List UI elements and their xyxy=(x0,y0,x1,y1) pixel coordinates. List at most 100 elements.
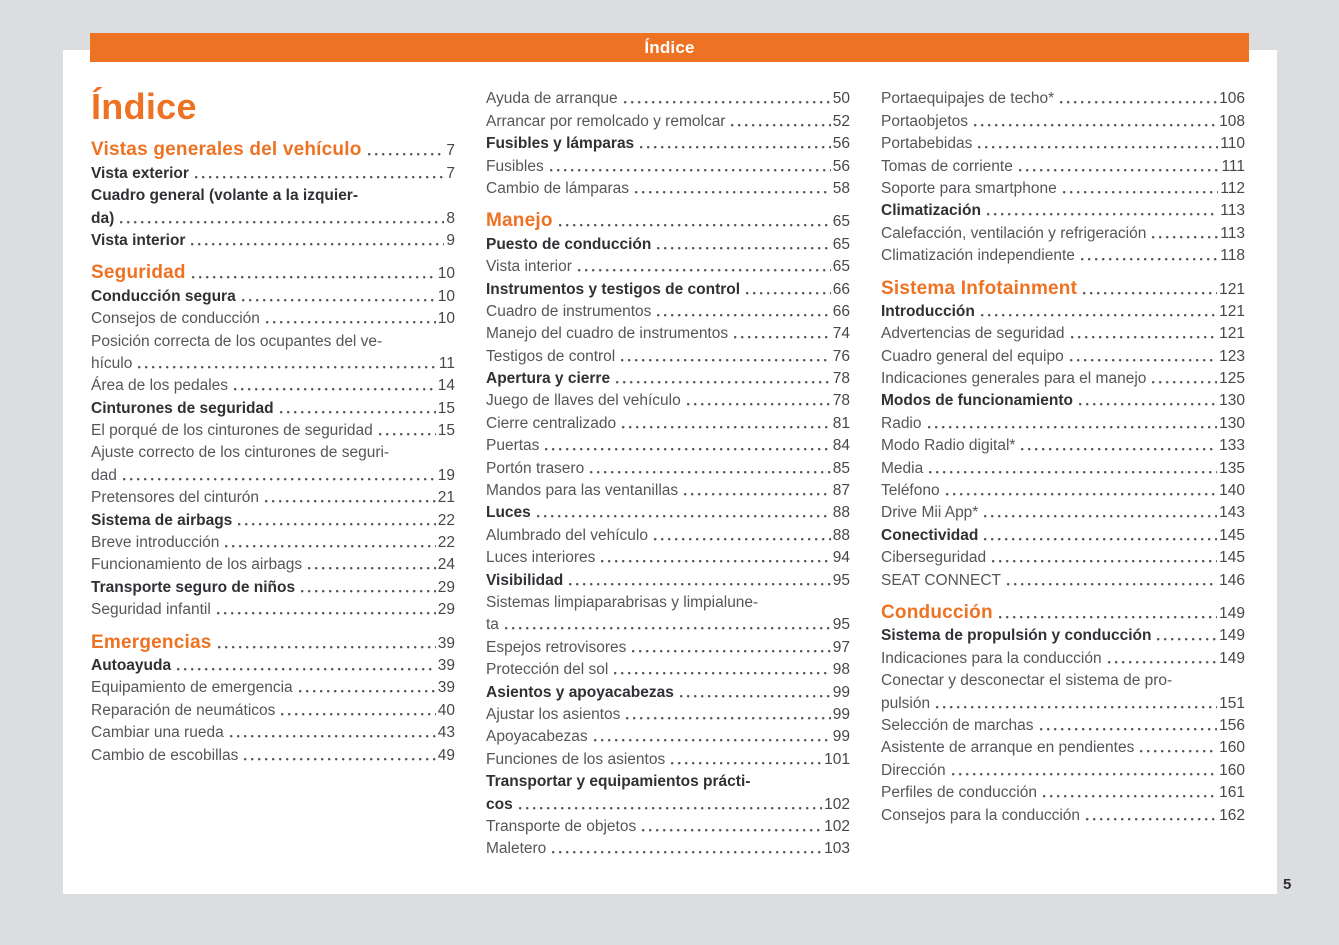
manual-page: Índice Vistas generales del vehículo 7 Vis… xyxy=(63,50,1277,894)
toc-entry-line: Radio 130 xyxy=(881,410,1245,432)
toc-entry-line: da) 8 xyxy=(91,205,455,227)
toc-entry-line: Funciones de los asientos 101 xyxy=(486,746,850,768)
toc-entry-page-number: 102 xyxy=(824,795,850,813)
toc-entry: Reparación de neumáticos 40 xyxy=(91,697,455,719)
toc-entry-label: Drive Mii App* xyxy=(881,504,979,522)
toc-entry-line: Maletero 103 xyxy=(486,836,850,858)
toc-entry-page-number: 15 xyxy=(437,399,455,417)
toc-entry-label: Visibilidad xyxy=(486,571,564,589)
toc-entry-page-number: 113 xyxy=(1220,224,1245,242)
toc-entry-label: Puertas xyxy=(486,437,540,455)
toc-entry-page-number: 65 xyxy=(832,258,850,276)
toc-entry: Posición correcta de los ocupantes del v… xyxy=(91,328,455,373)
toc-entry-label: Testigos de control xyxy=(486,347,616,365)
toc-entry: Pretensores del cinturón 21 xyxy=(91,485,455,507)
dot-leader xyxy=(626,716,831,720)
dot-leader xyxy=(614,672,831,676)
toc-entry: Consejos para la conducción 162 xyxy=(881,802,1245,824)
dot-leader xyxy=(229,735,436,739)
dot-leader xyxy=(241,298,436,302)
dot-leader xyxy=(1157,638,1218,642)
toc-entry-label: Perfiles de conducción xyxy=(881,784,1037,802)
toc-entry-label: Sistema Infotainment xyxy=(881,277,1078,299)
toc-entry-page-number: 39 xyxy=(437,656,455,674)
toc-entry-label: Modo Radio digital* xyxy=(881,437,1016,455)
dot-leader xyxy=(558,224,831,228)
toc-entry-label: Cinturones de seguridad xyxy=(91,399,274,417)
toc-entry-label: Transporte seguro de niños xyxy=(91,578,296,596)
toc-entry-line: Conectividad 145 xyxy=(881,522,1245,544)
dot-leader xyxy=(545,448,831,452)
toc-entry: Autoayuda 39 xyxy=(91,653,455,675)
toc-entry-page-number: 94 xyxy=(832,549,850,567)
toc-entry-line: Portabebidas 110 xyxy=(881,131,1245,153)
toc-entry-page-number: 102 xyxy=(824,817,850,835)
dot-leader xyxy=(1080,258,1219,262)
toc-entry-label: Emergencias xyxy=(91,631,212,653)
toc-entry: Cinturones de seguridad 15 xyxy=(91,395,455,417)
toc-entry-label: Cambio de escobillas xyxy=(91,746,239,764)
toc-entry: Portabebidas 110 xyxy=(881,131,1245,153)
dot-leader xyxy=(1083,291,1218,295)
toc-entry-line: Fusibles 56 xyxy=(486,153,850,175)
toc-entry-line: Consejos para la conducción 162 xyxy=(881,802,1245,824)
toc-entry-page-number: 99 xyxy=(832,728,850,746)
dot-leader xyxy=(225,545,436,549)
toc-entry-page-number: 21 xyxy=(437,489,455,507)
toc-entry: Ayuda de arranque 50 xyxy=(486,86,850,108)
toc-entry-page-number: 121 xyxy=(1219,280,1245,298)
toc-entry-page-number: 22 xyxy=(437,511,455,529)
toc-entry-page-number: 143 xyxy=(1219,504,1245,522)
toc-entry-label: Reparación de neumáticos xyxy=(91,701,276,719)
toc-entry-line: Climatización 113 xyxy=(881,198,1245,220)
toc-entry: Soporte para smartphone 112 xyxy=(881,176,1245,198)
toc-entry-line: Conducción 149 xyxy=(881,601,1245,623)
toc-entry-page-number: 99 xyxy=(832,683,850,701)
toc-entry-line: Fusibles y lámparas 56 xyxy=(486,131,850,153)
toc-entry: Dirección 160 xyxy=(881,757,1245,779)
toc-entry-label: Consejos de conducción xyxy=(91,310,260,328)
toc-entry-line: Modos de funcionamiento 130 xyxy=(881,388,1245,410)
toc-entry-page-number: 29 xyxy=(437,601,455,619)
toc-entry: Seguridad infantil 29 xyxy=(91,597,455,619)
toc-entry: Vista interior 65 xyxy=(486,254,850,276)
toc-entry-line: Ayuda de arranque 50 xyxy=(486,86,850,108)
dot-leader xyxy=(1039,727,1218,731)
toc-entry: Indicaciones para la conducción 149 xyxy=(881,645,1245,667)
toc-entry-label: Selección de marchas xyxy=(881,716,1034,734)
toc-entry-line: Asistente de arranque en pendientes 160 xyxy=(881,735,1245,757)
toc-entry: Emergencias 39 xyxy=(91,630,455,653)
dot-leader xyxy=(1107,660,1218,664)
toc-entry-line: Instrumentos y testigos de control 66 xyxy=(486,276,850,298)
toc-entry-line: Sistema de airbags 22 xyxy=(91,507,455,529)
toc-entry-line: Transporte de objetos 102 xyxy=(486,814,850,836)
toc-entry-line: Puertas 84 xyxy=(486,433,850,455)
toc-entry-label: Apertura y cierre xyxy=(486,370,611,388)
toc-entry: Drive Mii App* 143 xyxy=(881,500,1245,522)
toc-entry-page-number: 106 xyxy=(1219,90,1245,108)
toc-entry: Portaequipajes de techo* 106 xyxy=(881,86,1245,108)
toc-entry-label-line1: Posición correcta de los ocupantes del v… xyxy=(91,328,455,350)
toc-entry-page-number: 39 xyxy=(437,634,455,652)
toc-entry: Ciberseguridad 145 xyxy=(881,545,1245,567)
dot-leader xyxy=(194,175,445,179)
toc-column-2: Ayuda de arranque 50 Arrancar por remolcad… xyxy=(486,86,850,858)
toc-entry-label: Maletero xyxy=(486,840,547,858)
toc-entry-label: Manejo del cuadro de instrumentos xyxy=(486,325,729,343)
toc-entries-column-3: Portaequipajes de techo* 106 Portaobjetos 1… xyxy=(881,86,1245,825)
toc-entry-label: Fusibles xyxy=(486,157,544,175)
toc-entry-line: Juego de llaves del vehículo 78 xyxy=(486,388,850,410)
toc-entry-page-number: 149 xyxy=(1219,604,1245,622)
dot-leader xyxy=(1060,101,1218,105)
toc-entry: Funcionamiento de los airbags 24 xyxy=(91,552,455,574)
toc-entry-line: Mandos para las ventanillas 87 xyxy=(486,478,850,500)
toc-entry: Vista interior 9 xyxy=(91,228,455,250)
toc-entry-page-number: 111 xyxy=(1221,157,1245,175)
toc-entry-line: Transporte seguro de niños 29 xyxy=(91,574,455,596)
dot-leader xyxy=(671,761,823,765)
toc-entry-page-number: 7 xyxy=(446,164,455,182)
toc-entry-page-number: 161 xyxy=(1219,784,1245,802)
toc-entry-label: Cambio de lámparas xyxy=(486,179,630,197)
dot-leader xyxy=(616,381,831,385)
dot-leader xyxy=(1042,795,1218,799)
